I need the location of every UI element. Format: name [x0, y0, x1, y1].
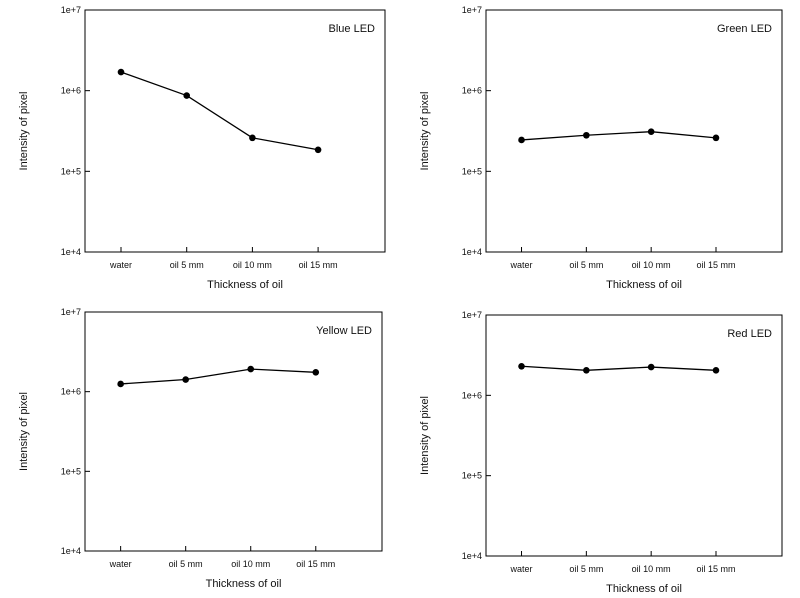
y-tick-label: 1e+5	[61, 466, 81, 476]
chart-panel-3: 1e+4 1e+5 1e+6 1e+7 water oil 5 mm oil 10 mm oi…	[18, 307, 383, 590]
y-tick-label: 1e+5	[462, 166, 482, 176]
chart-panel-1: 1e+4 1e+5 1e+6 1e+7 water oil 5 mm oil 10 mm oi…	[18, 5, 386, 291]
data-point	[117, 68, 125, 76]
y-axis-title: Intensity of pixel	[18, 92, 30, 171]
x-axis-title: Thickness of oil	[606, 583, 682, 595]
data-point	[712, 134, 720, 142]
x-tick-label: oil 10 mm	[233, 260, 272, 270]
x-tick-label: oil 15 mm	[296, 559, 335, 569]
y-tick-label: 1e+7	[462, 5, 482, 15]
chart-panel-4: 1e+4 1e+5 1e+6 1e+7 water oil 5 mm oil 10 mm oi…	[419, 310, 783, 595]
data-point	[117, 380, 124, 388]
chart-panel-2: 1e+4 1e+5 1e+6 1e+7 water oil 5 mm oil 10 mm oi…	[419, 5, 783, 291]
panel-title: Red LED	[727, 328, 772, 340]
x-tick-label: oil 5 mm	[569, 260, 603, 270]
y-tick-label: 1e+4	[61, 546, 81, 556]
y-tick-label: 1e+6	[61, 86, 81, 96]
x-axis-title: Thickness of oil	[206, 578, 282, 590]
data-point	[249, 134, 256, 142]
x-tick-label: water	[510, 564, 533, 574]
y-tick-label: 1e+6	[462, 390, 482, 400]
data-point	[647, 128, 655, 135]
x-tick-label: oil 10 mm	[632, 260, 671, 270]
y-tick-label: 1e+5	[61, 166, 81, 176]
x-tick-label: water	[109, 260, 132, 270]
x-tick-label: oil 10 mm	[231, 559, 270, 569]
plot-frame	[84, 9, 386, 253]
y-axis-title: Intensity of pixel	[419, 92, 431, 171]
x-tick-label: oil 5 mm	[170, 260, 204, 270]
y-tick-label: 1e+4	[462, 551, 482, 561]
data-point	[518, 362, 525, 370]
data-point	[712, 366, 720, 374]
y-tick-label: 1e+7	[61, 307, 81, 317]
y-tick-label: 1e+7	[61, 5, 81, 15]
data-point	[247, 365, 255, 373]
x-tick-label: water	[109, 559, 132, 569]
x-axis-title: Thickness of oil	[606, 279, 682, 291]
x-tick-label: oil 5 mm	[169, 559, 203, 569]
x-axis-title: Thickness of oil	[207, 279, 283, 291]
x-tick-label: oil 15 mm	[696, 564, 735, 574]
plot-frame	[485, 314, 783, 557]
x-tick-label: oil 15 mm	[299, 260, 338, 270]
y-tick-label: 1e+6	[61, 387, 81, 397]
panel-title: Green LED	[717, 23, 772, 35]
x-tick-label: water	[510, 260, 533, 270]
series-line	[120, 71, 319, 151]
y-tick-label: 1e+7	[462, 310, 482, 320]
panel-title: Yellow LED	[316, 325, 372, 337]
series-line	[521, 365, 717, 371]
x-tick-label: oil 10 mm	[632, 564, 671, 574]
data-point	[314, 146, 322, 154]
y-axis-title: Intensity of pixel	[419, 396, 431, 475]
data-point	[182, 376, 189, 383]
y-tick-label: 1e+5	[462, 471, 482, 481]
data-point	[583, 366, 590, 374]
data-point	[647, 363, 655, 371]
panel-title: Blue LED	[329, 23, 376, 35]
y-tick-label: 1e+4	[462, 247, 482, 257]
data-point	[583, 131, 590, 139]
plot-frame	[84, 311, 383, 552]
y-tick-label: 1e+6	[462, 86, 482, 96]
data-point	[183, 92, 190, 99]
data-point	[312, 369, 320, 376]
y-axis-title: Intensity of pixel	[18, 392, 30, 471]
x-tick-label: oil 5 mm	[569, 564, 603, 574]
plot-frame	[485, 9, 783, 253]
y-tick-label: 1e+4	[61, 247, 81, 257]
x-tick-label: oil 15 mm	[696, 260, 735, 270]
series-line	[521, 131, 717, 141]
data-point	[518, 136, 525, 144]
series-line	[120, 368, 316, 385]
